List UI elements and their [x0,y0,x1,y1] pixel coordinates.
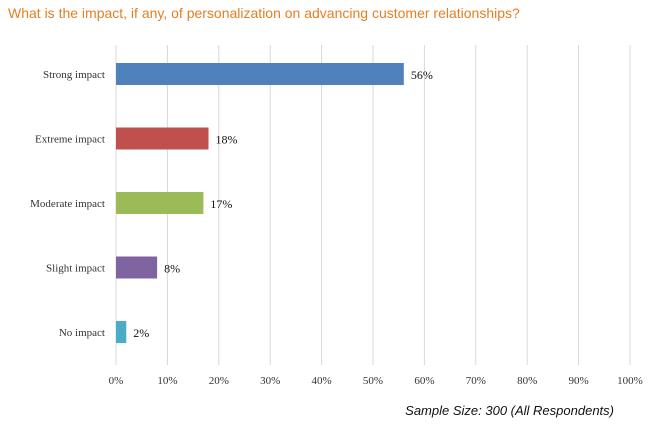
x-tick-label: 0% [109,375,124,387]
bar [116,192,204,214]
category-label: Slight impact [46,263,105,275]
x-tick-label: 10% [157,375,177,387]
x-tick-label: 70% [466,375,486,387]
x-tick-label: 30% [260,375,280,387]
x-tick-label: 90% [569,375,589,387]
x-tick-label: 60% [414,375,434,387]
category-label: Strong impact [43,69,105,81]
bar [116,63,404,85]
x-tick-label: 40% [312,375,332,387]
x-tick-label: 80% [517,375,537,387]
bar [116,127,209,150]
data-label: 18% [216,133,238,147]
x-tick-label: 100% [617,375,643,387]
bar [116,321,127,343]
category-label: No impact [59,327,105,339]
sample-size-footnote: Sample Size: 300 (All Respondents) [405,403,614,418]
data-label: 17% [210,197,232,211]
data-label: 8% [164,262,180,276]
chart-title: What is the impact, if any, of personali… [8,5,520,21]
bars [116,63,404,343]
category-label: Moderate impact [30,198,105,210]
x-tick-label: 50% [363,375,383,387]
category-label: Extreme impact [35,134,105,146]
bar [116,256,158,279]
x-tick-label: 20% [209,375,229,387]
labels: 0% 10% 20% 30% 40% 50% 60% 70% 80% 90% 100% Strong … [30,68,643,387]
data-label: 2% [133,326,149,340]
data-label: 56% [411,68,433,82]
